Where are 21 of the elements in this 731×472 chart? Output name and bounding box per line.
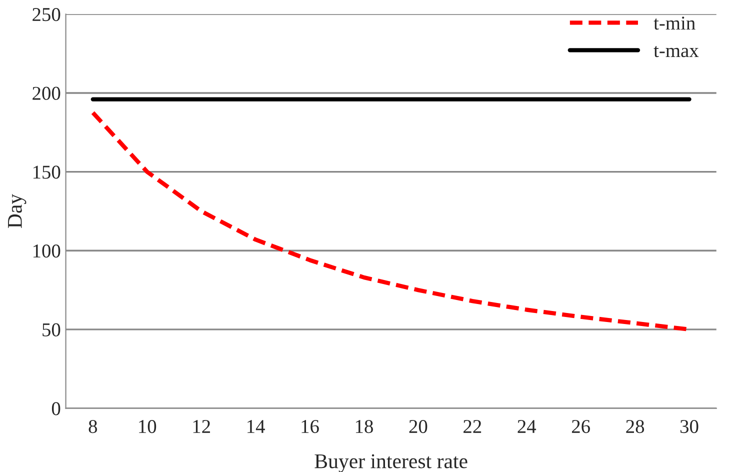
x-tick-label: 8: [88, 420, 98, 434]
x-tick-label: 28: [626, 420, 644, 434]
x-tick-label: 24: [518, 420, 536, 433]
x-tick-label: 22: [464, 420, 482, 433]
legend-label: t-max: [654, 46, 699, 58]
x-tick-label: 12: [193, 420, 210, 433]
y-tick-label: 50: [42, 323, 60, 336]
y-tick-label: 150: [33, 166, 60, 179]
y-tick-label: 0: [52, 402, 60, 416]
x-tick-label: 30: [680, 420, 698, 434]
legend-label: t-min: [654, 16, 696, 30]
y-axis-title: Day: [8, 194, 26, 228]
x-tick-label: 14: [248, 420, 265, 433]
y-tick-label: 200: [32, 86, 60, 100]
y-tick-label: 250: [32, 8, 60, 22]
x-tick-label: 18: [356, 420, 373, 434]
x-tick-label: 10: [139, 420, 156, 434]
x-tick-label: 16: [302, 420, 319, 434]
y-tick-label: 100: [33, 244, 60, 258]
x-tick-label: 26: [572, 420, 590, 434]
x-tick-label: 20: [409, 420, 428, 434]
